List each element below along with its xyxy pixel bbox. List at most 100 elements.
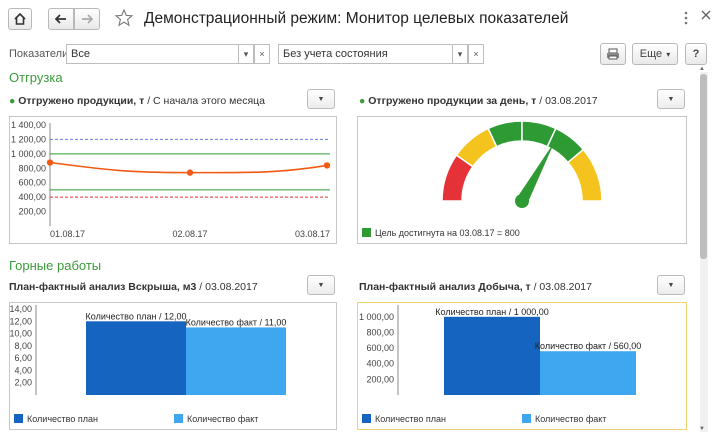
y-tick-label: 1 000,00 [11,149,46,159]
state-clear-button[interactable]: × [468,44,484,64]
bar [186,327,286,395]
bar [444,316,540,395]
legend-swatch [174,414,183,423]
indicators-dropdown-button[interactable]: ▾ [238,44,254,64]
legend-label: Количество факт [187,414,258,424]
more-button-label: Еще [639,48,663,60]
gauge-hub [515,194,529,208]
x-tick-label: 01.08.17 [50,229,85,239]
legend-swatch [14,414,23,423]
more-button[interactable]: Еще ▾ [632,43,678,65]
bar-chart-extraction: 1 000,00 800,00 600,00 400,00 200,00 Количест… [359,305,641,424]
scroll-down-arrow-icon[interactable]: ▼ [699,426,705,432]
y-tick-label: 800,00 [366,327,394,337]
chevron-down-icon: ▾ [243,48,249,59]
chevron-down-icon: ▼ [317,281,325,289]
chart-menu-button-2[interactable]: ▼ [657,89,685,109]
y-tick-label: 600,00 [18,178,46,188]
arrow-left-icon [55,14,66,24]
chart-frame-shipped-month: 1 400,00 1 200,00 1 000,00 800,00 600,00 400,… [9,116,337,244]
legend-swatch [522,414,531,423]
y-tick-label: 1 200,00 [11,134,46,144]
panel-title-overburden-period: / 03.08.2017 [196,281,258,293]
panel-title-overburden: План-фактный анализ Вскрыша, м3 / 03.08.… [9,281,258,293]
chart-frame-overburden: 14,00 12,00 10,00 8,00 6,00 4,00 2,00 Количеств… [9,302,337,430]
panel-title-extraction-main: План-фактный анализ Добыча, т [359,281,531,293]
data-point [323,162,331,169]
indicators-select[interactable]: Все [66,44,239,64]
bullet-icon: ● [359,95,369,107]
y-tick-label: 400,00 [18,192,46,202]
chart-menu-button-4[interactable]: ▼ [657,275,685,295]
panel-title-overburden-main: План-фактный анализ Вскрыша, м3 [9,281,197,293]
gauge-segment [566,148,603,202]
bar [540,351,636,395]
chart-menu-button-1[interactable]: ▼ [307,89,335,109]
y-tick-label: 200,00 [18,207,46,217]
y-tick-label: 14,00 [10,304,32,314]
x-tick-label: 02.08.17 [172,229,207,239]
bar-chart-overburden: 14,00 12,00 10,00 8,00 6,00 4,00 2,00 Количеств… [9,304,286,424]
panel-title-extraction: План-фактный анализ Добыча, т / 03.08.20… [359,281,592,293]
indicators-clear-button[interactable]: × [254,44,270,64]
indicators-label: Показатели: [9,48,72,60]
printer-icon [607,48,619,60]
chevron-down-icon: ▼ [667,95,675,103]
print-button[interactable] [600,43,626,65]
chevron-down-icon: ▾ [666,49,671,59]
state-select[interactable]: Без учета состояния [278,44,453,64]
scroll-up-arrow-icon[interactable]: ▲ [699,66,705,72]
chart-frame-shipped-day: Цель достигнута на 03.08.17 = 800 [357,116,687,244]
y-tick-label: 1 400,00 [11,120,46,130]
home-button[interactable] [8,8,32,30]
state-dropdown-button[interactable]: ▾ [452,44,468,64]
arrow-right-icon [82,14,93,24]
chevron-down-icon: ▼ [667,281,675,289]
chart-menu-button-3[interactable]: ▼ [307,275,335,295]
panel-title-shipped-month-period: / С начала этого месяца [144,95,265,107]
bullet-icon: ● [9,95,19,107]
forward-button[interactable] [74,8,100,30]
chevron-down-icon: ▼ [317,95,325,103]
chart-frame-extraction: 1 000,00 800,00 600,00 400,00 200,00 Количест… [357,302,687,430]
bar [86,321,186,395]
section-title-mining: Горные работы [9,258,102,273]
legend-swatch [362,228,371,237]
y-tick-label: 2,00 [14,378,32,388]
bar-data-label: Количество факт / 560,00 [535,341,641,351]
y-tick-label: 8,00 [14,341,32,351]
page-title: Демонстрационный режим: Монитор целевых … [144,10,569,27]
help-button[interactable]: ? [685,43,707,65]
clear-icon: × [259,49,265,59]
legend-label: Количество план [375,414,446,424]
gauge-needle [516,141,555,204]
back-button[interactable] [48,8,74,30]
panel-title-extraction-period: / 03.08.2017 [530,281,592,293]
panel-title-shipped-day-main: Отгружено продукции за день, т [368,95,537,107]
legend-swatch [362,414,371,423]
y-tick-label: 200,00 [366,374,394,384]
y-tick-label: 10,00 [10,329,32,339]
data-point [46,159,54,166]
chevron-down-icon: ▾ [457,48,463,59]
favorite-star-icon[interactable] [114,8,134,30]
y-tick-label: 12,00 [10,316,32,326]
bar-data-label: Количество план / 12,00 [86,311,187,321]
x-tick-label: 03.08.17 [295,229,330,239]
y-tick-label: 400,00 [366,359,394,369]
panel-title-shipped-month-main: Отгружено продукции, т [18,95,145,107]
clear-icon: × [473,49,479,59]
legend-label: Цель достигнута на 03.08.17 = 800 [375,228,520,238]
y-tick-label: 600,00 [366,343,394,353]
close-icon[interactable] [700,9,714,25]
data-point [186,169,194,176]
legend-label: Количество факт [535,414,606,424]
more-options-icon[interactable] [683,8,693,28]
panel-title-shipped-day: ● Отгружено продукции за день, т / 03.08… [359,95,598,107]
legend-label: Количество план [27,414,98,424]
section-title-shipment: Отгрузка [9,70,63,85]
panel-title-shipped-day-period: / 03.08.2017 [536,95,598,107]
scrollbar-thumb[interactable] [700,74,707,259]
panel-title-shipped-month: ● Отгружено продукции, т / С начала этог… [9,95,265,107]
line-chart: 1 400,00 1 200,00 1 000,00 800,00 600,00 400,… [11,120,331,239]
